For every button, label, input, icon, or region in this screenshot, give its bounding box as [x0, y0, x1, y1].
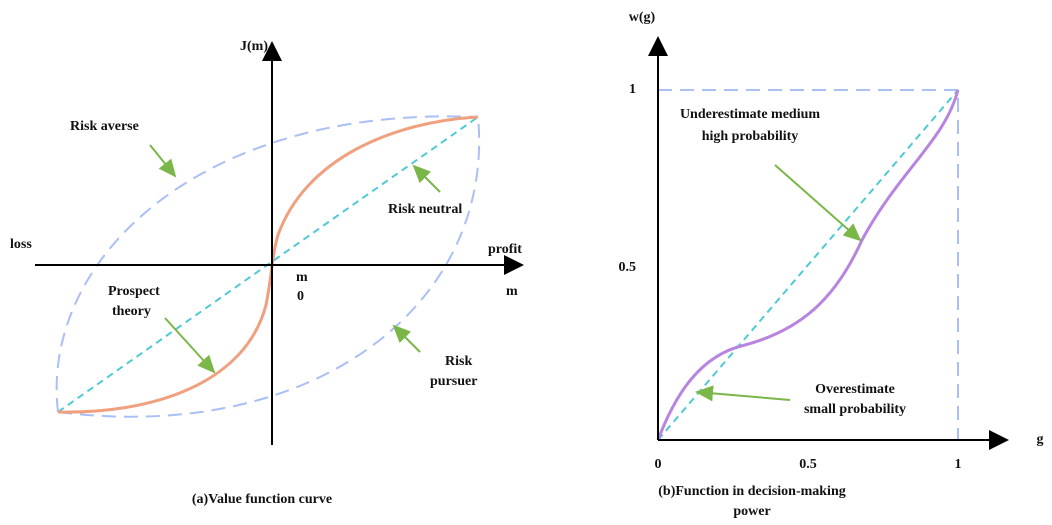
weight-curve: [656, 89, 960, 441]
arrow: [392, 324, 421, 353]
arrow: [164, 317, 216, 374]
diagonal: [657, 89, 959, 441]
risk-pursuer-curve: [57, 116, 481, 418]
annotation: theory: [112, 304, 151, 319]
left-label: loss: [10, 237, 32, 252]
annotation: Risk: [445, 354, 472, 369]
annotation: high probability: [702, 129, 799, 144]
annotation: Prospect: [108, 284, 160, 299]
annotation: Risk averse: [70, 119, 139, 134]
risk-averse-curve: [55, 115, 479, 413]
tick-label: 1: [955, 457, 962, 472]
x-axis-label: m: [506, 284, 518, 299]
panel-b: w(g) g 1 0.5 0 0.5 1 Underestimate mediu…: [619, 10, 1044, 519]
caption: (a)Value function curve: [192, 492, 332, 507]
tick-label: 0.5: [619, 260, 637, 275]
right-label: profit: [488, 242, 522, 257]
annotation: Risk neutral: [388, 202, 462, 217]
panel-a: J(m) loss profit m m 0 Risk averse Risk …: [10, 39, 524, 507]
origin-label: m: [296, 270, 308, 285]
origin-label: 0: [297, 289, 304, 304]
arrow: [149, 144, 177, 178]
x-axis-label: g: [1037, 432, 1044, 447]
arrow: [774, 164, 862, 242]
caption: power: [733, 504, 770, 519]
annotation: small probability: [804, 402, 906, 417]
annotation: pursuer: [430, 374, 477, 389]
tick-label: 0: [655, 457, 662, 472]
annotation: Underestimate medium: [680, 107, 820, 122]
y-axis-label: J(m): [240, 39, 268, 54]
y-axis-label: w(g): [629, 10, 656, 25]
caption: (b)Function in decision-making: [658, 484, 845, 499]
arrow: [695, 385, 791, 402]
tick-label: 0.5: [799, 457, 817, 472]
arrow: [412, 164, 441, 193]
annotation: Overestimate: [815, 382, 895, 397]
tick-label: 1: [629, 82, 636, 97]
